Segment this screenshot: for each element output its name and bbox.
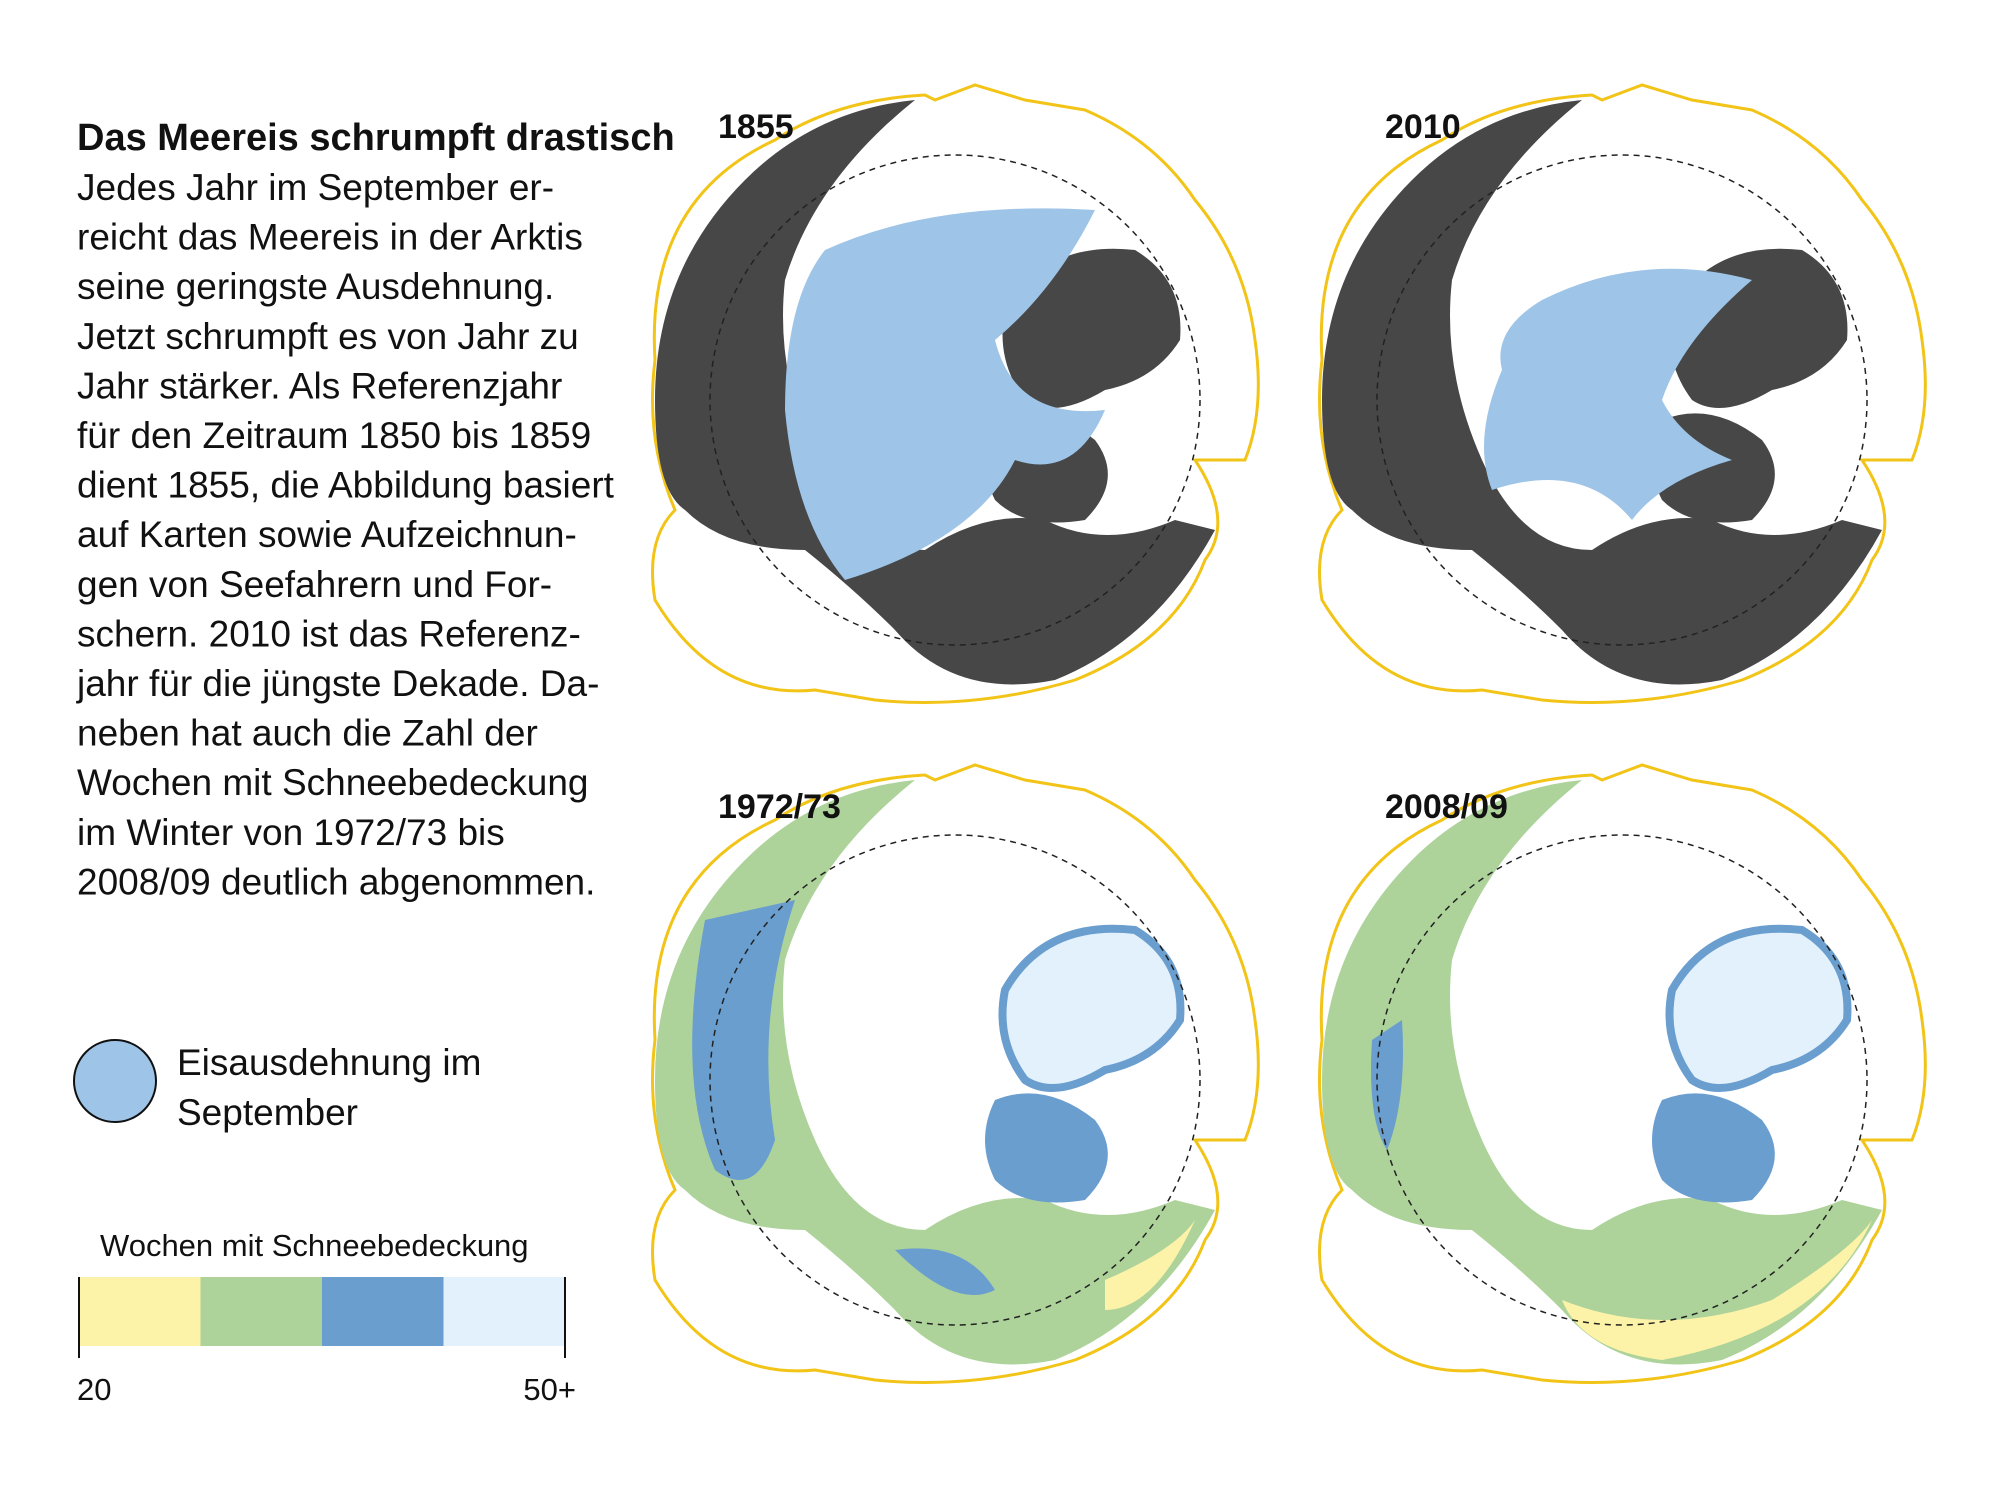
body-line: schern. 2010 ist das Referenz- [77, 613, 581, 654]
body-line: 2008/09 deutlich abgenommen. [77, 861, 595, 902]
body-line: Jetzt schrumpft es von Jahr zu [77, 316, 579, 357]
ice-legend-line: Eisausdehnung im [177, 1042, 481, 1083]
arctic-map [651, 763, 1260, 1384]
snow-bin [322, 1277, 444, 1346]
scale-max-label: 50+ [523, 1372, 576, 1407]
map-label: 1972/73 [718, 788, 841, 826]
body-line: Jahr stärker. Als Referenzjahr [77, 365, 562, 406]
snow-zone [692, 900, 995, 1295]
scale-min-label: 20 [77, 1372, 111, 1407]
arctic-circle [709, 154, 1201, 646]
text-column: Das Meereis schrumpft drastisch Jedes Ja… [76, 117, 675, 902]
title: Das Meereis schrumpft drastisch [77, 117, 675, 159]
map-label: 2010 [1385, 108, 1461, 146]
body-line: neben hat auch die Zahl der [77, 713, 538, 754]
arctic-map [651, 83, 1260, 704]
body-line: für den Zeitraum 1850 bis 1859 [77, 415, 591, 456]
arctic-map [1318, 763, 1927, 1384]
sea-ice [785, 208, 1105, 580]
body-line: seine geringste Ausdehnung. [77, 266, 554, 307]
maps: 1855 2010 1972/73 2008/09 [651, 83, 1927, 1384]
ice-legend-label: Eisausdehnung im September [177, 1042, 481, 1133]
snow-bin [79, 1277, 201, 1346]
snow-zone [1105, 1220, 1195, 1310]
arctic-circle [709, 834, 1201, 1326]
arctic-circle [1376, 834, 1868, 1326]
map-label: 1855 [718, 108, 794, 146]
ice-legend-line: September [177, 1092, 358, 1133]
ice-swatch [73, 1039, 157, 1123]
snow-bin [443, 1277, 565, 1346]
body-line: dient 1855, die Abbildung basiert [77, 465, 615, 506]
legend: Eisausdehnung im September Wochen mit Schn… [73, 1039, 576, 1407]
arctic-circle [1376, 154, 1868, 646]
body-line: reicht das Meereis in der Arktis [77, 217, 583, 258]
body-line: Wochen mit Schneebedeckung [77, 762, 588, 803]
body-line: im Winter von 1972/73 bis [77, 812, 505, 853]
body-line: Jedes Jahr im September er- [77, 167, 554, 208]
map-label: 2008/09 [1385, 788, 1508, 826]
sea-ice [1484, 268, 1752, 520]
body-line: gen von Seefahrern und For- [77, 564, 552, 605]
body-line: auf Karten sowie Aufzeichnun- [77, 514, 577, 555]
arctic-map [1318, 83, 1927, 704]
snow-bin [200, 1277, 322, 1346]
snow-legend-title: Wochen mit Schneebedeckung [100, 1228, 529, 1263]
body-line: jahr für die jüngste Dekade. Da- [76, 663, 599, 704]
